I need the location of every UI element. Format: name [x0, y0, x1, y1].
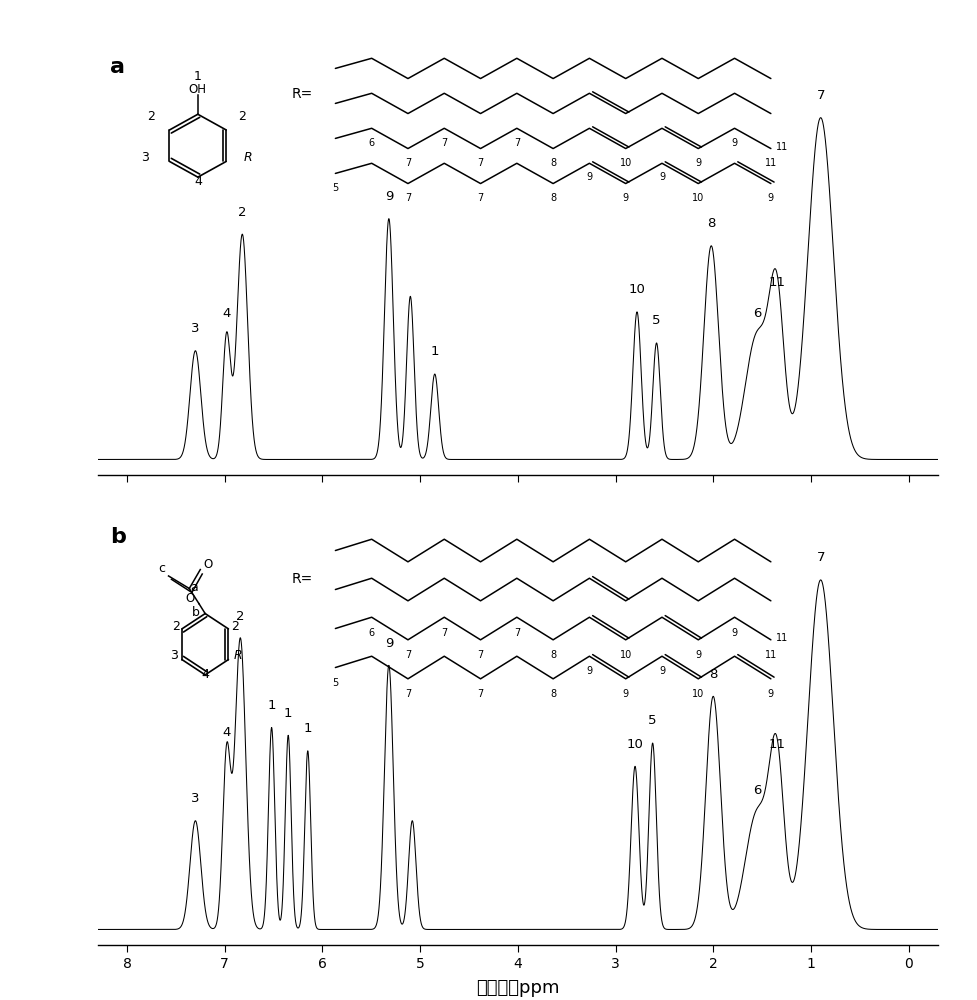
Text: 3: 3: [142, 151, 149, 164]
Text: 7: 7: [404, 193, 411, 203]
Text: 9: 9: [732, 137, 738, 147]
Text: 7: 7: [478, 650, 484, 660]
Text: 5: 5: [649, 714, 657, 728]
Text: 2: 2: [172, 620, 180, 633]
Text: 10: 10: [619, 158, 632, 168]
Text: 7: 7: [514, 628, 520, 638]
Text: 9: 9: [385, 190, 393, 203]
Text: 8: 8: [709, 668, 717, 681]
Text: 11: 11: [768, 276, 786, 289]
Text: 2: 2: [236, 610, 244, 623]
Text: 9: 9: [586, 666, 592, 676]
Text: 4: 4: [223, 307, 231, 320]
Text: 9: 9: [768, 193, 774, 203]
Text: 3: 3: [191, 322, 199, 335]
Text: 9: 9: [658, 172, 665, 182]
Text: a: a: [191, 581, 198, 594]
Text: 9: 9: [768, 689, 774, 699]
Text: 8: 8: [550, 193, 556, 203]
Text: 1: 1: [193, 70, 202, 83]
Text: 3: 3: [170, 649, 178, 662]
Text: 10: 10: [692, 193, 704, 203]
Text: 7: 7: [478, 689, 484, 699]
Text: c: c: [158, 562, 165, 575]
Text: 9: 9: [385, 637, 393, 650]
Text: R=: R=: [292, 87, 313, 101]
Text: 7: 7: [404, 689, 411, 699]
Text: 9: 9: [696, 650, 701, 660]
Text: 11: 11: [777, 633, 788, 643]
Text: R: R: [243, 151, 252, 164]
Text: 7: 7: [478, 193, 484, 203]
Text: b: b: [110, 527, 126, 547]
Text: 2: 2: [147, 110, 154, 123]
Text: 9: 9: [658, 666, 665, 676]
Text: 11: 11: [765, 650, 777, 660]
Text: 7: 7: [817, 551, 825, 564]
Text: 9: 9: [586, 172, 592, 182]
Text: 11: 11: [777, 142, 788, 152]
Text: 2: 2: [231, 620, 238, 633]
Text: 10: 10: [619, 650, 632, 660]
Text: 5: 5: [653, 314, 660, 327]
Text: 4: 4: [223, 726, 231, 739]
Text: 7: 7: [404, 158, 411, 168]
Text: 8: 8: [550, 689, 556, 699]
Text: 1: 1: [268, 699, 276, 712]
Text: 2: 2: [238, 110, 246, 123]
Text: 5: 5: [332, 678, 338, 688]
Text: 5: 5: [332, 183, 338, 193]
Text: 7: 7: [442, 628, 447, 638]
Text: R=: R=: [292, 572, 313, 586]
Text: O: O: [185, 592, 194, 605]
Text: O: O: [203, 558, 212, 571]
Text: b: b: [191, 606, 200, 619]
Text: 1: 1: [284, 707, 292, 720]
Text: 11: 11: [768, 738, 786, 751]
X-axis label: 化学位移ppm: 化学位移ppm: [476, 979, 560, 997]
Text: 10: 10: [628, 283, 646, 296]
Text: 2: 2: [238, 206, 246, 219]
Text: 3: 3: [191, 792, 199, 805]
Text: 7: 7: [817, 89, 825, 102]
Text: 7: 7: [404, 650, 411, 660]
Text: 8: 8: [707, 217, 715, 230]
Text: 11: 11: [765, 158, 777, 168]
Text: 8: 8: [550, 650, 556, 660]
Text: 4: 4: [193, 175, 202, 188]
Text: 6: 6: [753, 307, 761, 320]
Text: 8: 8: [550, 158, 556, 168]
Text: 9: 9: [696, 158, 701, 168]
Text: 6: 6: [368, 628, 375, 638]
Text: 6: 6: [753, 784, 761, 797]
Text: 9: 9: [622, 689, 629, 699]
Text: OH: OH: [189, 83, 207, 96]
Text: 7: 7: [442, 137, 447, 147]
Text: 9: 9: [622, 193, 629, 203]
Text: 9: 9: [732, 628, 738, 638]
Text: 1: 1: [304, 722, 312, 735]
Text: 10: 10: [692, 689, 704, 699]
Text: a: a: [110, 57, 125, 77]
Text: R: R: [234, 649, 242, 662]
Text: 6: 6: [368, 137, 375, 147]
Text: 1: 1: [431, 345, 439, 358]
Text: 7: 7: [478, 158, 484, 168]
Text: 10: 10: [626, 738, 644, 751]
Text: 7: 7: [514, 137, 520, 147]
Text: 4: 4: [201, 668, 209, 681]
